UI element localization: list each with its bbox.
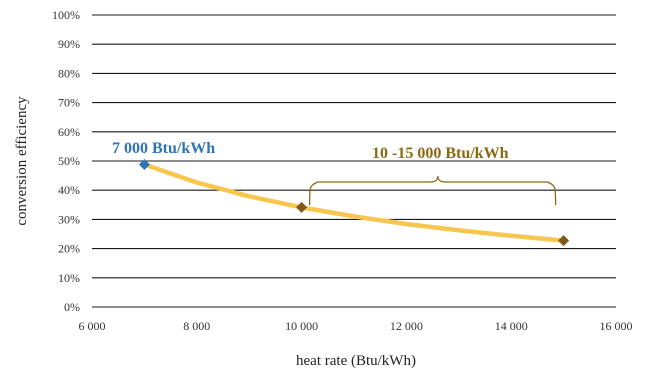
y-tick-label: 10% [58, 271, 80, 285]
y-tick-label: 20% [58, 242, 80, 256]
markers [138, 159, 570, 247]
bracket [308, 175, 557, 206]
y-tick-label: 90% [58, 37, 80, 51]
y-tick-label: 30% [58, 212, 80, 226]
y-tick-label: 0% [64, 300, 80, 314]
y-tick-labels: 0% 10% 20% 30% 40% 50% 60% 70% 80% 90% 100% [52, 8, 80, 314]
data-point-marker [138, 159, 150, 171]
series-line [142, 162, 566, 243]
x-tick-label: 12 000 [390, 319, 423, 333]
y-tick-label: 100% [52, 8, 80, 22]
y-tick-label: 50% [58, 154, 80, 168]
x-tick-labels: 6 000 8 000 10 000 12 000 14 000 16 000 [79, 319, 633, 333]
y-tick-label: 80% [58, 66, 80, 80]
annotation-label: 10 -15 000 Btu/kWh [372, 145, 509, 162]
x-axis-title: heat rate (Btu/kWh) [296, 353, 416, 369]
x-tick-label: 16 000 [600, 319, 633, 333]
y-tick-label: 60% [58, 125, 80, 139]
y-axis-title: conversion efficiency [14, 96, 30, 226]
data-point-marker [296, 201, 308, 213]
data-point-marker [558, 235, 570, 247]
annotations: 7 000 Btu/kWh 10 -15 000 Btu/kWh [112, 140, 509, 162]
series [142, 162, 566, 243]
x-tick-label: 14 000 [495, 319, 528, 333]
x-tick-label: 10 000 [285, 319, 318, 333]
range-bracket [308, 175, 557, 206]
x-tick-label: 6 000 [79, 319, 106, 333]
y-tick-label: 40% [58, 183, 80, 197]
y-tick-label: 70% [58, 96, 80, 110]
grid [92, 14, 616, 308]
x-tick-label: 8 000 [183, 319, 210, 333]
annotation-label: 7 000 Btu/kWh [112, 140, 215, 157]
